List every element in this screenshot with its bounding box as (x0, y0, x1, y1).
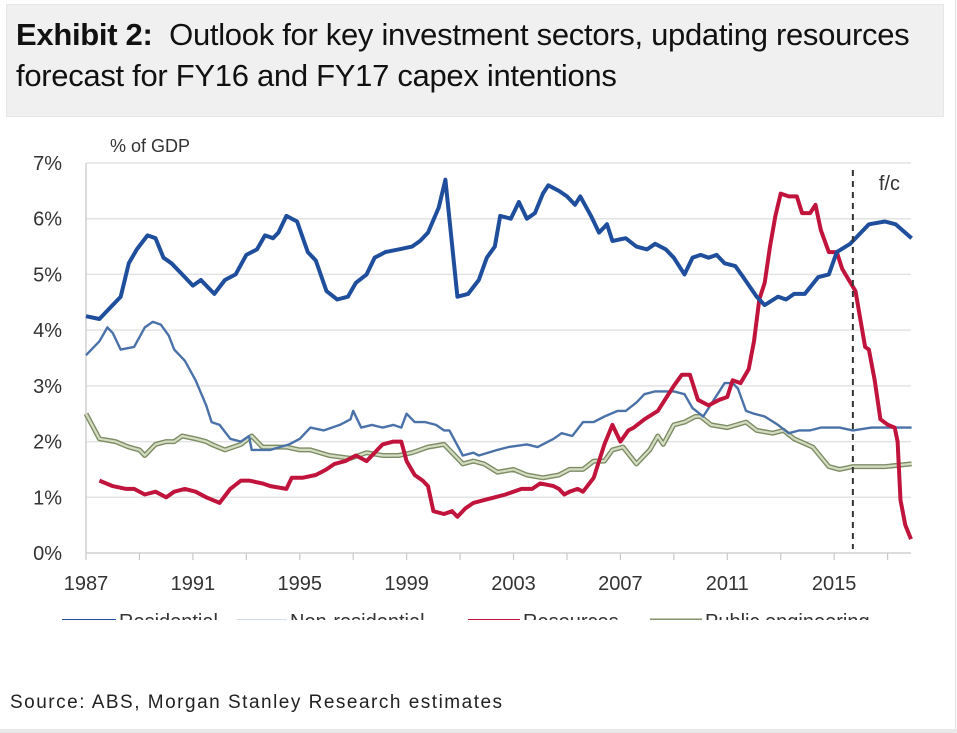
x-tick-label: 2011 (706, 573, 749, 595)
legend-label-residential: Residential (119, 611, 218, 620)
residential-line (85, 177, 913, 321)
y-tick-label: 7% (33, 153, 62, 175)
y-axis-label: % of GDP (110, 136, 190, 156)
exhibit-title: Exhibit 2: Outlook for key investment se… (16, 14, 936, 96)
legend: Residential Non-residential Resources Publi… (62, 611, 870, 620)
x-tick-label: 1999 (384, 573, 429, 595)
source-note: Source: ABS, Morgan Stanley Research est… (10, 692, 504, 713)
axes: 0% 1% 2% 3% 4% 5% 6% 7% 1987 1991 1995 1999 2003 2007… (33, 153, 911, 595)
public-engineering-line (85, 413, 912, 479)
page-bottom-strip (0, 729, 957, 733)
exhibit-label: Exhibit 2: (16, 17, 153, 52)
y-tick-label: 2% (33, 432, 62, 454)
forecast-annotation: f/c (851, 170, 900, 549)
series-lines (83, 177, 913, 540)
public-engineering-line-outline (83, 412, 912, 481)
legend-label-non-residential: Non-residential (290, 611, 425, 620)
x-tick-label: 1991 (171, 573, 216, 595)
x-tick-label: 1987 (64, 573, 109, 595)
exhibit-title-text: Outlook for key investment sectors, upda… (16, 17, 910, 93)
x-tick-label: 2015 (812, 573, 857, 595)
exhibit-header (6, 4, 944, 117)
line-chart: 0% 1% 2% 3% 4% 5% 6% 7% 1987 1991 1995 1999 2003 2007… (33, 136, 913, 620)
legend-label-public-engineering: Public engineering (705, 611, 870, 620)
y-tick-label: 0% (33, 543, 62, 565)
resources-line (98, 191, 913, 540)
x-tick-label: 2003 (491, 573, 536, 595)
y-tick-label: 3% (33, 376, 62, 398)
gridlines (86, 162, 911, 499)
x-tick-label: 2007 (598, 573, 643, 595)
y-tick-label: 5% (33, 264, 62, 286)
page-edge (955, 0, 956, 733)
y-tick-label: 6% (33, 209, 62, 231)
legend-label-resources: Resources (523, 611, 619, 620)
forecast-label: f/c (879, 173, 900, 195)
y-tick-label: 1% (33, 487, 62, 509)
non-residential-line (85, 320, 912, 457)
x-tick-label: 1995 (278, 573, 323, 595)
y-tick-label: 4% (33, 320, 62, 342)
